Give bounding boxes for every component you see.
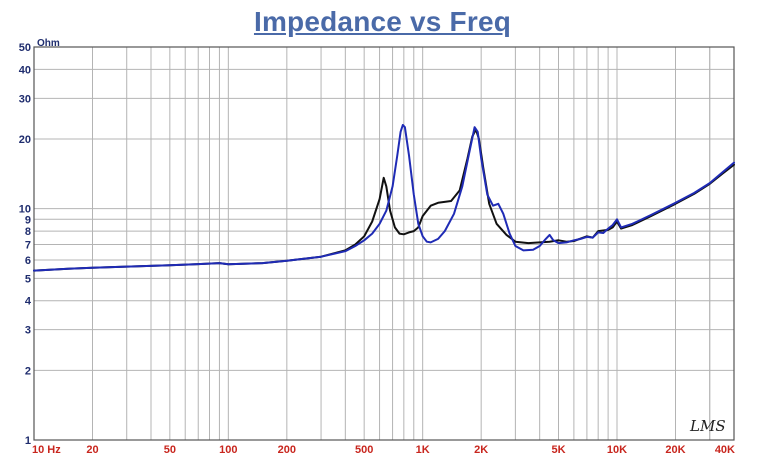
y-tick-label: 40 (19, 64, 31, 76)
x-tick-label: 20K (665, 444, 685, 456)
x-tick-label: 10K (607, 444, 627, 456)
y-tick-label: 1 (25, 435, 31, 447)
x-tick-label: 2K (474, 444, 488, 456)
x-tick-labels: 10 Hz 20 50 100 200 500 1K 2K 5K 10K 20K 40K (32, 444, 735, 456)
plot-border (33, 46, 735, 441)
y-tick-label: 50 (19, 42, 31, 54)
y-tick-label: 8 (25, 226, 31, 238)
plot-area (34, 47, 734, 440)
series-group (33, 124, 735, 272)
impedance-series-line-2 (33, 124, 735, 272)
x-tick-label: 50 (164, 444, 176, 456)
y-unit-label: Ohm (37, 38, 60, 49)
y-tick-label: 4 (25, 296, 32, 308)
chart-title: Impedance vs Freq (253, 6, 512, 37)
x-tick-label: 20 (86, 444, 98, 456)
x-tick-label: 100 (219, 444, 237, 456)
x-tick-label: 200 (278, 444, 296, 456)
y-tick-label: 6 (25, 255, 31, 267)
x-tick-label: 10 Hz (32, 444, 61, 456)
y-tick-label: 2 (25, 365, 31, 377)
y-tick-label: 9 (25, 214, 31, 226)
y-tick-label: 3 (25, 325, 31, 337)
plot-frame (33, 46, 735, 441)
y-tick-label: 10 (19, 204, 31, 216)
y-tick-label: 7 (25, 240, 31, 252)
x-tick-label: 500 (355, 444, 373, 456)
x-tick-label: 40K (715, 444, 735, 456)
x-tick-label: 1K (416, 444, 430, 456)
y-tick-label: 20 (19, 134, 31, 146)
y-tick-label: 30 (19, 93, 31, 105)
lms-watermark: LMS (689, 417, 726, 435)
x-tick-label: 5K (551, 444, 565, 456)
y-tick-label: 5 (25, 273, 31, 285)
